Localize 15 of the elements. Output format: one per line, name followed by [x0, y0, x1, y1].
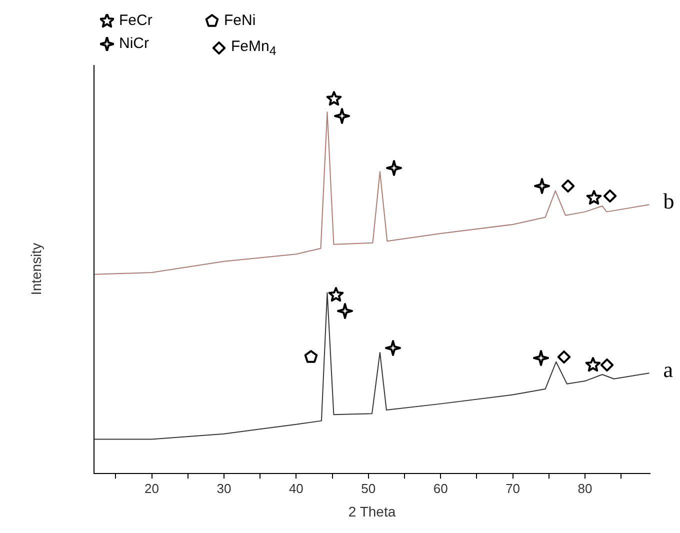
x-tick-label: 50 [361, 480, 376, 496]
x-tick-label: 80 [578, 480, 592, 496]
y-axis-title: Intensity [28, 243, 44, 296]
text: FeMn$_{4}$ [231, 38, 276, 58]
text: FeNi [224, 12, 256, 29]
series-label: a [663, 356, 674, 382]
text: NiCr [119, 35, 149, 52]
x-tick-label: 30 [216, 480, 232, 496]
x-tick-label: 70 [506, 480, 520, 496]
x-tick-label: 60 [433, 480, 448, 496]
x-tick-label: 40 [288, 480, 304, 496]
x-axis-title: 2 Theta [348, 503, 396, 520]
series-label: b [663, 188, 674, 214]
x-tick-label: 20 [144, 480, 159, 496]
text: FeCr [119, 12, 152, 29]
